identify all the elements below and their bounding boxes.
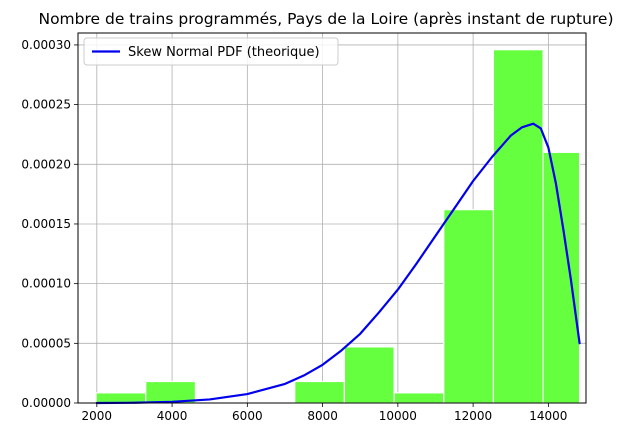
y-tick-label: 0.00015	[21, 217, 71, 231]
y-tick-label: 0.00005	[21, 336, 71, 350]
pdf-curve-layer	[95, 122, 581, 405]
y-axis-ticks: 0.00000 0.00005 0.00010 0.00015 0.00020 0.000…	[21, 38, 78, 410]
y-tick-label: 0.00000	[21, 396, 71, 410]
histogram-bar	[393, 392, 445, 404]
legend-label: Skew Normal PDF (theorique)	[128, 45, 320, 60]
x-tick-label: 4000	[157, 409, 188, 423]
x-tick-label: 12000	[454, 409, 492, 423]
y-tick-label: 0.00020	[21, 157, 71, 171]
histogram-bars	[95, 49, 581, 404]
histogram-bar	[542, 151, 581, 404]
histogram-bar	[492, 49, 544, 404]
x-tick-label: 8000	[307, 409, 338, 423]
legend: Skew Normal PDF (theorique)	[83, 37, 339, 66]
histogram-bar	[294, 380, 346, 404]
chart-title: Nombre de trains programmés, Pays de la …	[38, 10, 613, 28]
y-tick-label: 0.00025	[21, 98, 71, 112]
y-tick-label: 0.00030	[21, 38, 71, 52]
y-tick-label: 0.00010	[21, 277, 71, 291]
pdf-curve	[95, 122, 581, 405]
histogram-bar	[343, 346, 395, 404]
legend-box	[83, 37, 339, 66]
x-tick-label: 14000	[529, 409, 567, 423]
histogram-bar	[443, 209, 495, 404]
x-tick-label: 10000	[379, 409, 417, 423]
x-axis-ticks: 2000 4000 6000 8000 10000 12000 14000	[82, 403, 567, 423]
x-tick-label: 2000	[82, 409, 113, 423]
histogram-bar	[95, 392, 147, 404]
x-tick-label: 6000	[232, 409, 263, 423]
plot-frame	[77, 32, 587, 404]
